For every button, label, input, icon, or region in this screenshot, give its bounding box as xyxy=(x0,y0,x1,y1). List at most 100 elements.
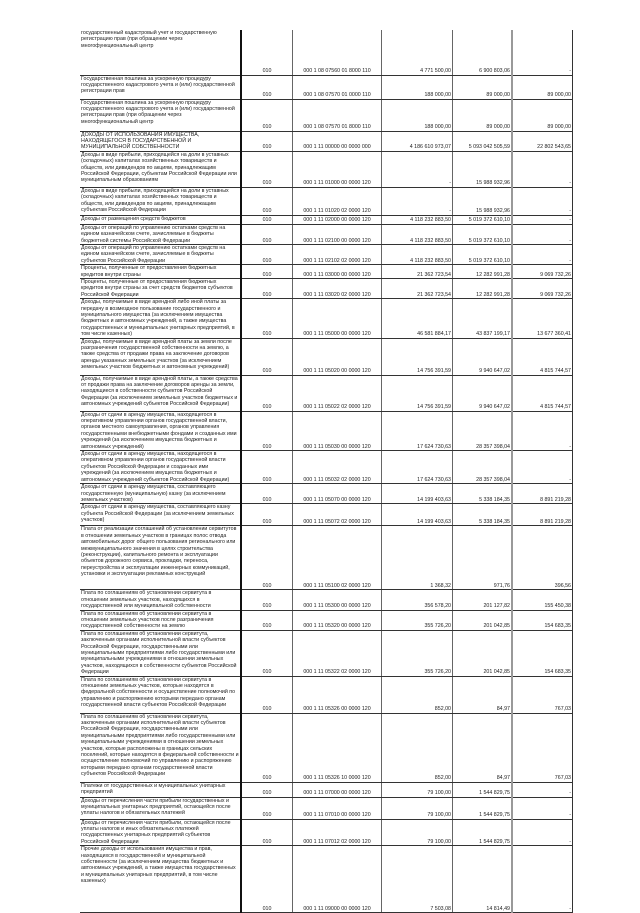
row-code: 010 xyxy=(241,298,293,339)
value-column-1: 4 771 500,00 xyxy=(381,30,453,76)
row-description: Прочие доходы от использования имущества… xyxy=(80,845,242,913)
table-row: Доходы, получаемые в виде арендной платы… xyxy=(80,338,573,376)
row-code: 010 xyxy=(241,589,293,611)
value-column-3: - xyxy=(512,187,573,216)
value-column-1: 21 362 723,54 xyxy=(381,264,453,279)
table-row: Плата от реализации соглашений об устано… xyxy=(80,525,573,591)
value-column-3: - xyxy=(512,151,573,188)
value-column-2: 43 837 199,17 xyxy=(452,298,513,339)
value-column-3: - xyxy=(512,215,573,225)
row-code: 010 xyxy=(241,503,293,527)
value-column-2: 201 042,85 xyxy=(452,630,513,677)
row-code: 010 xyxy=(241,630,293,677)
value-column-2: 201 042,85 xyxy=(452,610,513,631)
row-description: Доходы, получаемые в виде арендной платы… xyxy=(80,375,242,412)
row-description: Проценты, полученные от предоставления б… xyxy=(80,264,242,279)
budget-classification-code: 000 1 11 02102 02 0000 120 xyxy=(292,244,382,266)
row-description: Доходы, получаемые в виде арендной платы… xyxy=(80,338,242,376)
row-description: Доходы от операций по управлению остатка… xyxy=(80,244,242,266)
row-description: Доходы от сдачи в аренду имущества, сост… xyxy=(80,483,242,505)
table-row: Проценты, полученные от предоставления б… xyxy=(80,264,573,279)
value-column-1: 852,00 xyxy=(381,676,453,714)
value-column-2: 1 544 829,75 xyxy=(452,782,513,798)
value-column-1: 21 362 723,54 xyxy=(381,278,453,300)
value-column-2: 5 093 042 505,59 xyxy=(452,131,513,152)
row-code: 010 xyxy=(241,131,293,152)
row-description: Плата от реализации соглашений об устано… xyxy=(80,525,242,591)
row-code: 010 xyxy=(241,75,293,100)
value-column-2: 5 338 184,35 xyxy=(452,503,513,527)
row-description: Плата по соглашениям об установлении сер… xyxy=(80,676,242,714)
value-column-1: 355 726,20 xyxy=(381,610,453,631)
table-row: Плата по соглашениям об установлении сер… xyxy=(80,676,573,714)
table-row: Государственная пошлина за ускоренную пр… xyxy=(80,75,573,100)
value-column-1: 79 100,00 xyxy=(381,782,453,798)
budget-classification-code: 000 1 11 05020 00 0000 120 xyxy=(292,338,382,376)
value-column-1: - xyxy=(381,151,453,188)
budget-classification-code: 000 1 11 05326 00 0000 120 xyxy=(292,676,382,714)
value-column-2: 5 019 372 610,10 xyxy=(452,224,513,245)
budget-classification-code: 000 1 11 07000 00 0000 120 xyxy=(292,782,382,798)
value-column-1: 4 118 232 883,50 xyxy=(381,224,453,245)
row-code: 010 xyxy=(241,525,293,591)
row-code: 010 xyxy=(241,187,293,216)
row-code: 010 xyxy=(241,782,293,798)
table-row: Прочие доходы от использования имущества… xyxy=(80,845,573,913)
value-column-1: 14 199 403,63 xyxy=(381,503,453,527)
value-column-3: 155 450,38 xyxy=(512,589,573,611)
value-column-3: - xyxy=(512,224,573,245)
row-description: Государственная пошлина за ускоренную пр… xyxy=(80,99,242,132)
value-column-1: 852,00 xyxy=(381,713,453,783)
value-column-3: - xyxy=(512,411,573,452)
budget-classification-code: 000 1 11 03000 00 0000 120 xyxy=(292,264,382,279)
row-description: Доходы от размещения средств бюджетов xyxy=(80,215,242,225)
table-row: Плата по соглашениям об установлении сер… xyxy=(80,589,573,611)
table-row: Доходы от перечисления части прибыли, ос… xyxy=(80,819,573,847)
value-column-3: 22 802 543,65 xyxy=(512,131,573,152)
row-code: 010 xyxy=(241,610,293,631)
value-column-2: 84,97 xyxy=(452,676,513,714)
row-code: 010 xyxy=(241,797,293,820)
row-description: Плата по соглашениям об установлении сер… xyxy=(80,589,242,611)
row-description: Доходы от перечисления части прибыли гос… xyxy=(80,797,242,820)
value-column-1: 4 118 232 883,50 xyxy=(381,244,453,266)
table-row: Плата по соглашениям об установлении сер… xyxy=(80,630,573,677)
value-column-3: - xyxy=(512,797,573,820)
value-column-1: 1 368,32 xyxy=(381,525,453,591)
row-code: 010 xyxy=(241,244,293,266)
value-column-1: 46 581 884,17 xyxy=(381,298,453,339)
value-column-2: 971,76 xyxy=(452,525,513,591)
budget-classification-code: 000 1 11 09000 00 0000 120 xyxy=(292,845,382,913)
row-code: 010 xyxy=(241,483,293,505)
value-column-2: 5 019 372 610,10 xyxy=(452,215,513,225)
value-column-2: 9 940 647,02 xyxy=(452,375,513,412)
row-code: 010 xyxy=(241,151,293,188)
value-column-3: 89 000,00 xyxy=(512,99,573,132)
value-column-3: - xyxy=(512,244,573,266)
table-row: государственный кадастровый учет и госуд… xyxy=(80,30,573,76)
value-column-1: 7 503,08 xyxy=(381,845,453,913)
value-column-3: - xyxy=(512,30,573,76)
row-code: 010 xyxy=(241,845,293,913)
value-column-3: - xyxy=(512,845,573,913)
table-row: Доходы в виде прибыли, приходящейся на д… xyxy=(80,187,573,216)
value-column-2: 28 357 398,04 xyxy=(452,411,513,452)
value-column-3: 9 069 732,26 xyxy=(512,278,573,300)
row-code: 010 xyxy=(241,450,293,485)
budget-classification-code: 000 1 11 07012 02 0000 120 xyxy=(292,819,382,847)
table-row: Плата по соглашениям об установлении сер… xyxy=(80,610,573,631)
budget-classification-code: 000 1 08 07570 01 0000 110 xyxy=(292,75,382,100)
table-row: Доходы от перечисления части прибыли гос… xyxy=(80,797,573,820)
value-column-1: 188 000,00 xyxy=(381,99,453,132)
value-column-2: 5 019 372 610,10 xyxy=(452,244,513,266)
row-code: 010 xyxy=(241,278,293,300)
row-code: 010 xyxy=(241,338,293,376)
table-row: Платежи от государственных и муниципальн… xyxy=(80,782,573,798)
row-description: Плата по соглашениям об установлении сер… xyxy=(80,630,242,677)
row-code: 010 xyxy=(241,819,293,847)
value-column-3: 89 000,00 xyxy=(512,75,573,100)
budget-classification-code: 000 1 11 05326 10 0000 120 xyxy=(292,713,382,783)
budget-classification-code: 000 1 11 05320 00 0000 120 xyxy=(292,610,382,631)
value-column-2: 9 940 647,02 xyxy=(452,338,513,376)
row-description: Доходы от сдачи в аренду имущества, нахо… xyxy=(80,411,242,452)
